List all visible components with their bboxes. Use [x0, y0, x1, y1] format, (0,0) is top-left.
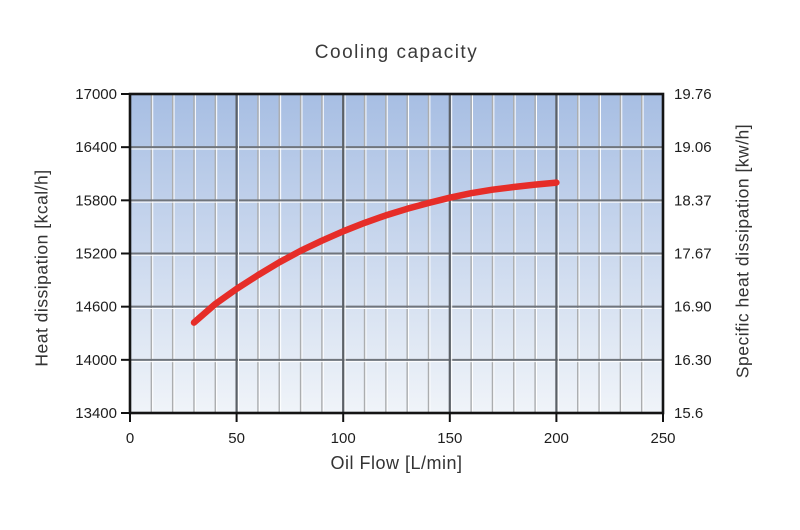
- x-axis-title: Oil Flow [L/min]: [330, 453, 463, 473]
- x-tick-label: 200: [544, 430, 569, 447]
- y-right-tick-label: 16.90: [674, 299, 712, 316]
- x-tick-label: 150: [437, 430, 462, 447]
- y-left-tick-label: 14000: [75, 352, 117, 369]
- x-tick-label: 100: [331, 430, 356, 447]
- y-right-tick-label: 19.76: [674, 86, 712, 103]
- chart-title: Cooling capacity: [314, 42, 479, 63]
- x-tick-label: 250: [650, 430, 675, 447]
- y-left-tick-label: 14600: [75, 299, 117, 316]
- y-left-tick-label: 15200: [75, 246, 117, 263]
- x-tick-label: 50: [228, 430, 245, 447]
- y-right-tick-label: 17.67: [674, 246, 712, 263]
- y-left-tick-label: 16400: [75, 139, 117, 156]
- y-right-tick-label: 19.06: [674, 139, 712, 156]
- y-right-tick-label: 16.30: [674, 352, 712, 369]
- y-right-tick-label: 15.6: [674, 405, 703, 422]
- y-left-tick-label: 15800: [75, 192, 117, 209]
- y-left-tick-label: 13400: [75, 405, 117, 422]
- data-curve: [190, 179, 560, 326]
- x-tick-label: 0: [126, 430, 134, 447]
- right-axis-title: Specific heat dissipation [kw/h]: [732, 123, 753, 379]
- y-left-tick-label: 17000: [75, 86, 117, 103]
- left-axis-title: Heat dissipation [kcal/h]: [31, 169, 52, 367]
- y-right-tick-label: 18.37: [674, 192, 712, 209]
